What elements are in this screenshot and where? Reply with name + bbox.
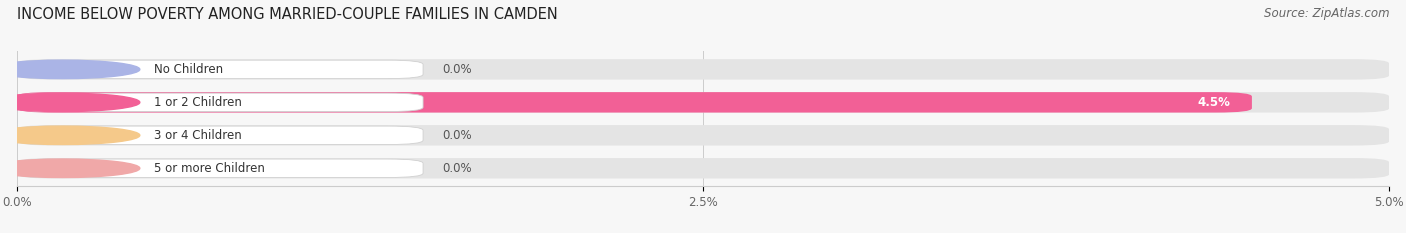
Text: Source: ZipAtlas.com: Source: ZipAtlas.com xyxy=(1264,7,1389,20)
Text: 1 or 2 Children: 1 or 2 Children xyxy=(153,96,242,109)
FancyBboxPatch shape xyxy=(17,125,1389,146)
FancyBboxPatch shape xyxy=(17,92,1389,113)
Circle shape xyxy=(0,159,139,178)
FancyBboxPatch shape xyxy=(17,126,423,144)
FancyBboxPatch shape xyxy=(17,59,1389,80)
Circle shape xyxy=(0,93,139,112)
FancyBboxPatch shape xyxy=(17,158,1389,178)
FancyBboxPatch shape xyxy=(17,60,423,79)
Text: 0.0%: 0.0% xyxy=(443,63,472,76)
Circle shape xyxy=(0,126,139,144)
Text: 0.0%: 0.0% xyxy=(443,129,472,142)
Text: 4.5%: 4.5% xyxy=(1197,96,1230,109)
FancyBboxPatch shape xyxy=(17,93,423,112)
Circle shape xyxy=(0,60,139,79)
Text: 3 or 4 Children: 3 or 4 Children xyxy=(153,129,242,142)
Text: 0.0%: 0.0% xyxy=(443,162,472,175)
Text: INCOME BELOW POVERTY AMONG MARRIED-COUPLE FAMILIES IN CAMDEN: INCOME BELOW POVERTY AMONG MARRIED-COUPL… xyxy=(17,7,558,22)
FancyBboxPatch shape xyxy=(17,92,1251,113)
FancyBboxPatch shape xyxy=(17,159,423,178)
Text: No Children: No Children xyxy=(153,63,222,76)
Text: 5 or more Children: 5 or more Children xyxy=(153,162,264,175)
